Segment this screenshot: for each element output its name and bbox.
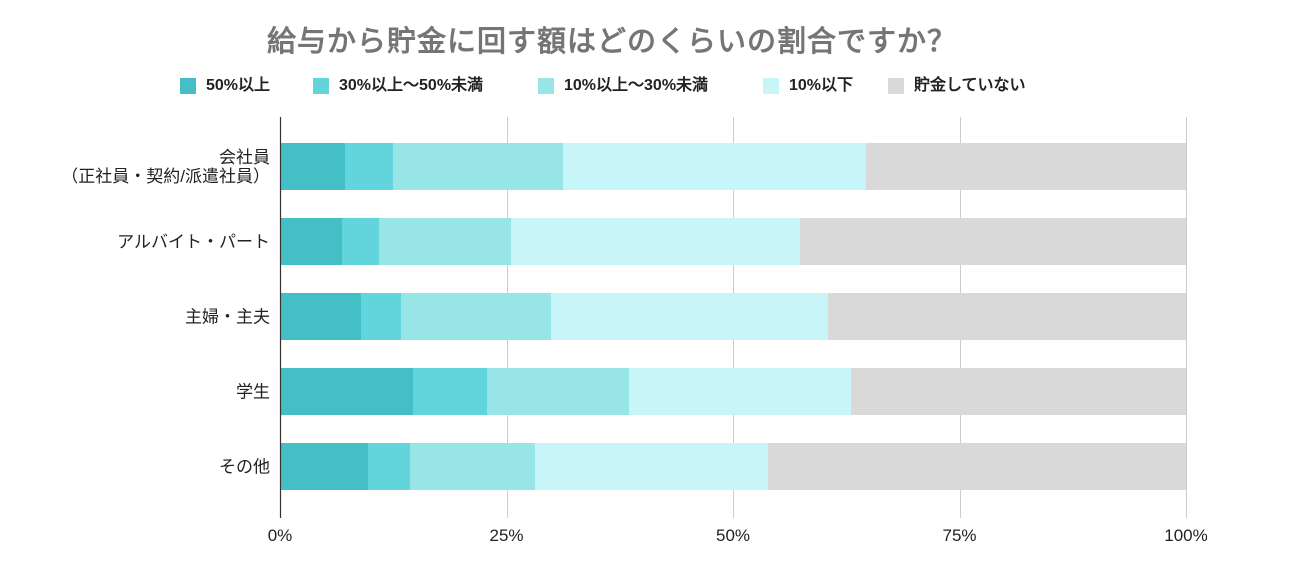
y-category-label-4: 学生	[236, 382, 270, 401]
bar-segment-row2-series2	[342, 218, 379, 265]
bar-segment-row4-series5	[851, 368, 1186, 415]
legend-label-50-percent-or-more: 50%以上	[206, 77, 271, 94]
bar-segment-row1-series2	[345, 143, 393, 190]
legend-swatch-50-percent-or-more	[180, 78, 196, 94]
bar-segment-row4-series2	[413, 368, 487, 415]
legend-item-50-percent-or-more: 50%以上	[180, 77, 270, 95]
bar-segment-row5-series1	[280, 443, 368, 490]
bar-segment-row4-series4	[629, 368, 851, 415]
bar-segment-row4-series1	[280, 368, 413, 415]
bar-segment-row5-series3	[410, 443, 535, 490]
legend-swatch-no-savings	[888, 78, 904, 94]
y-category-label-2: アルバイト・パート	[117, 232, 270, 251]
bar-row-4	[280, 368, 1186, 415]
bar-segment-row2-series1	[280, 218, 342, 265]
legend-swatch-10-percent-or-less	[763, 78, 779, 94]
bar-row-2	[280, 218, 1186, 265]
bar-segment-row3-series1	[280, 293, 361, 340]
x-tick-label-25-percent: 25%	[489, 526, 524, 545]
legend-label-10-percent-or-less: 10%以下	[789, 77, 854, 94]
y-category-label-3: 主婦・主夫	[185, 307, 270, 326]
legend-item-10-percent-or-less: 10%以下	[763, 77, 853, 95]
bar-segment-row3-series4	[551, 293, 828, 340]
bar-segment-row5-series5	[768, 443, 1186, 490]
legend-item-10-to-30-percent: 10%以上〜30%未満	[538, 77, 708, 95]
bar-segment-row3-series5	[828, 293, 1186, 340]
legend-swatch-30-to-50-percent	[313, 78, 329, 94]
y-category-label-5: その他	[219, 457, 270, 476]
bar-segment-row3-series2	[361, 293, 401, 340]
bar-row-5	[280, 443, 1186, 490]
bar-row-1	[280, 143, 1186, 190]
legend-label-10-to-30-percent: 10%以上〜30%未満	[564, 77, 709, 94]
bar-segment-row1-series3	[393, 143, 563, 190]
bar-segment-row5-series2	[368, 443, 410, 490]
x-tick-label-50-percent: 50%	[715, 526, 751, 545]
bar-segment-row2-series4	[511, 218, 800, 265]
legend-swatch-10-to-30-percent	[538, 78, 554, 94]
bar-segment-row1-series5	[866, 143, 1186, 190]
legend-label-no-savings: 貯金していない	[914, 77, 1026, 94]
bar-segment-row2-series3	[379, 218, 511, 265]
bar-row-3	[280, 293, 1186, 340]
bar-segment-row4-series3	[487, 368, 629, 415]
bar-segment-row1-series1	[280, 143, 345, 190]
chart-title: 給与から貯金に回す額はどのくらいの割合ですか？	[266, 26, 957, 58]
legend-item-no-savings: 貯金していない	[888, 77, 1026, 95]
x-tick-label-0-percent: 0%	[267, 526, 293, 545]
y-category-label-1: 会社員 （正社員・契約/派遣社員）	[61, 147, 270, 186]
bars	[280, 143, 1186, 490]
x-tick-label-100-percent: 100%	[1164, 526, 1208, 545]
bar-segment-row2-series5	[800, 218, 1186, 265]
legend-item-30-to-50-percent: 30%以上〜50%未満	[313, 77, 483, 95]
legend-label-30-to-50-percent: 30%以上〜50%未満	[339, 77, 484, 94]
bar-segment-row3-series3	[401, 293, 551, 340]
bar-segment-row5-series4	[535, 443, 768, 490]
bar-segment-row1-series4	[563, 143, 866, 190]
x-tick-label-75-percent: 75%	[942, 526, 977, 545]
